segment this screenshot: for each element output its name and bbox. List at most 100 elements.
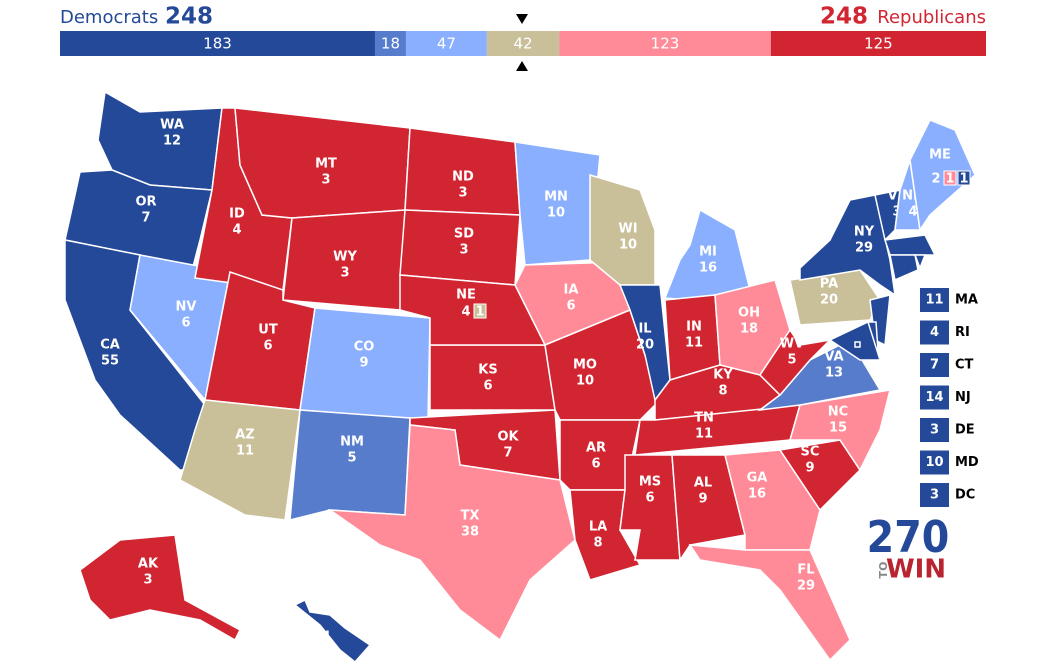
small-states: 11 MA 4 RI 7 CT 14 NJ 3 DE 10 MD 3 DC <box>920 288 979 507</box>
state-ev: 4 <box>317 646 326 661</box>
logo-to: TO <box>877 562 890 579</box>
callout-box <box>920 483 949 507</box>
state-abbr: VA <box>824 350 843 365</box>
state-ev: 12 <box>163 134 181 149</box>
state-abbr: OH <box>738 306 760 321</box>
split-box <box>943 170 957 186</box>
state-abbr: WV <box>780 337 804 352</box>
state-abbr: NV <box>176 300 197 315</box>
bar-segment <box>770 31 986 56</box>
bar-segment-label: 42 <box>513 35 532 53</box>
split-ev: 1 <box>945 172 954 187</box>
callout-box <box>920 385 949 410</box>
state-ev: 6 <box>645 491 654 506</box>
callout-ev: 11 <box>925 293 943 308</box>
state-abbr: OK <box>497 430 519 445</box>
bar-segment-label: 183 <box>203 35 232 53</box>
state <box>79 534 241 642</box>
state-abbr: ND <box>452 170 474 185</box>
state-abbr: IL <box>638 322 651 337</box>
state <box>909 119 976 233</box>
split-ev: 2 <box>931 172 940 187</box>
state-ev: 29 <box>855 241 873 256</box>
bar-segment <box>405 31 487 56</box>
state-abbr: ME <box>929 148 951 163</box>
ev-bar: 183 18 47 42 123 125 <box>60 31 986 56</box>
state-abbr: WI <box>618 222 637 237</box>
state-ev: 3 <box>321 173 330 188</box>
state-ev: 55 <box>101 354 119 369</box>
callout-abbr: CT <box>955 358 974 373</box>
callout-abbr: DE <box>955 423 975 438</box>
state-abbr: MO <box>573 358 597 373</box>
state-ev: 9 <box>805 461 814 476</box>
state-abbr: FL <box>797 563 814 578</box>
state-abbr: AK <box>138 557 159 572</box>
state-ev: 8 <box>718 384 727 399</box>
state-ev: 9 <box>359 356 368 371</box>
state-abbr: ID <box>229 207 245 222</box>
state <box>889 254 919 282</box>
logo-win: WIN <box>886 555 946 585</box>
callout-abbr: NJ <box>955 390 971 405</box>
state <box>883 234 937 256</box>
rep-total: 248 <box>820 4 868 30</box>
callout-box <box>920 353 949 377</box>
callout-ev: 14 <box>925 390 943 405</box>
state <box>514 141 601 266</box>
state-abbr: NE <box>456 288 476 303</box>
state <box>828 320 882 361</box>
callout-abbr: RI <box>955 325 970 340</box>
bar-segment <box>486 31 560 56</box>
callout-ev: 4 <box>930 325 939 340</box>
split-box <box>473 303 487 319</box>
state-ev: 4 <box>908 205 917 220</box>
state-abbr: MI <box>699 245 717 260</box>
state-abbr: UT <box>258 323 278 338</box>
state <box>671 454 746 563</box>
state <box>799 194 896 297</box>
state-ev: 3 <box>459 243 468 258</box>
state-ev: 5 <box>347 451 356 466</box>
state-ev: 10 <box>547 206 565 221</box>
rep-label: Republicans <box>877 7 986 28</box>
state-abbr: NC <box>828 405 848 420</box>
state-ev: 20 <box>820 293 838 308</box>
split-ev: 1 <box>959 172 968 187</box>
state-ev: 15 <box>829 421 847 436</box>
state-abbr: HI <box>314 630 330 645</box>
callout-ev: 7 <box>930 358 939 373</box>
state-ev: 4 <box>232 223 241 238</box>
state-abbr: KY <box>713 368 733 383</box>
dem-total: 248 <box>165 4 213 30</box>
bar-segment <box>374 31 406 56</box>
state-abbr: IN <box>686 320 702 335</box>
state-ev: 18 <box>740 322 758 337</box>
state-abbr: CO <box>354 340 375 355</box>
state-abbr: NY <box>854 225 875 240</box>
state-ev: 10 <box>619 238 637 253</box>
state-abbr: WY <box>333 250 357 265</box>
state-ev: 16 <box>699 261 717 276</box>
state-ev: 3 <box>143 573 152 588</box>
state-abbr: AR <box>586 441 606 456</box>
state-ev: 20 <box>636 338 654 353</box>
state <box>913 254 927 271</box>
state-ev: 6 <box>181 316 190 331</box>
callout-box <box>920 320 949 345</box>
state-abbr: IA <box>564 283 579 298</box>
state-ev: 8 <box>593 536 602 551</box>
state-abbr: MS <box>639 475 661 490</box>
state-ev: 38 <box>461 525 479 540</box>
bar-segment-label: 123 <box>651 35 680 53</box>
midpoint-marker <box>516 14 528 24</box>
state-abbr: MN <box>544 190 568 205</box>
midpoint-marker <box>516 61 528 71</box>
state-ev: 9 <box>698 492 707 507</box>
state <box>429 344 556 411</box>
state-abbr: SC <box>801 445 820 460</box>
state-ev: 7 <box>503 446 512 461</box>
